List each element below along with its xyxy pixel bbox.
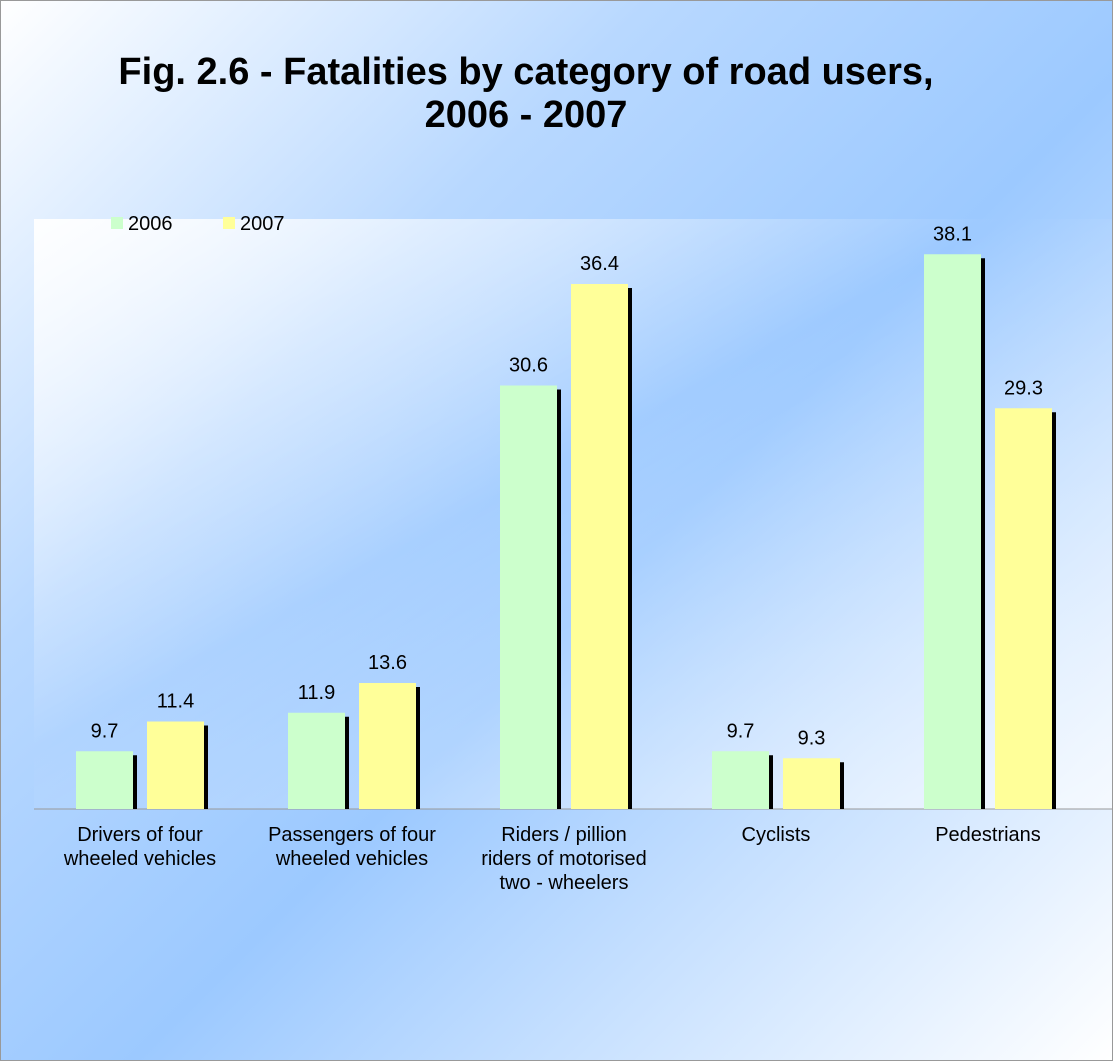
data-label: 9.7 [91,720,119,742]
bar [500,385,557,809]
data-label: 9.7 [727,720,755,742]
legend-label: 2006 [128,213,173,235]
data-label: 13.6 [368,652,407,674]
data-label: 36.4 [580,253,619,275]
data-label: 11.9 [298,682,335,704]
x-tick-label: Passengers of four wheeled vehicles [268,824,436,870]
x-tick-label: Drivers of four wheeled vehicles [63,824,217,870]
bar [147,721,204,809]
bar [76,751,133,809]
bar [995,408,1052,809]
bar [924,254,981,809]
bar [571,284,628,809]
data-label: 38.1 [933,223,972,245]
bar [359,683,416,809]
data-label: 30.6 [509,355,548,377]
bar [288,712,345,809]
x-tick-label: Riders / pillion riders of motorised two… [481,824,647,894]
x-tick-label: Pedestrians [935,824,1041,846]
chart-title: Fig. 2.6 - Fatalities by category of roa… [118,51,934,136]
legend-label: 2007 [240,213,285,235]
bar [783,758,840,809]
bar [712,751,769,809]
data-label: 29.3 [1004,377,1043,399]
data-label: 11.4 [157,691,194,713]
x-tick-label: Cyclists [741,824,811,846]
legend-swatch [223,217,235,229]
data-label: 9.3 [798,727,826,749]
legend-swatch [111,217,123,229]
